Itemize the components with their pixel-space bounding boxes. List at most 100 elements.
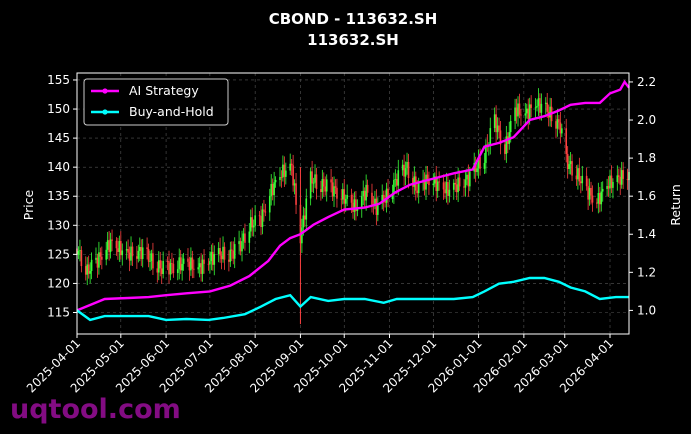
price-candle-body [172, 263, 175, 273]
price-candle-body [609, 175, 611, 189]
price-candle-body [283, 164, 286, 177]
price-candle-body [612, 181, 614, 188]
price-candle-body [365, 184, 367, 201]
price-candle-body [447, 182, 449, 196]
price-candle-body [200, 263, 202, 274]
price-candle-body [524, 113, 527, 116]
price-candle-body [315, 174, 318, 190]
price-candle-body [248, 231, 251, 243]
price-candle-body [426, 174, 429, 180]
price-candle-body [417, 181, 420, 194]
price-candle-body [193, 268, 195, 270]
price-candle-body [412, 178, 414, 187]
price-candle-body [394, 179, 397, 180]
price-candle-body [264, 211, 267, 213]
price-candle-body [504, 144, 506, 154]
price-candle-body [435, 176, 438, 191]
price-candles [76, 88, 630, 325]
price-candle-body [293, 183, 296, 186]
price-candle-body [458, 177, 461, 187]
legend-ai-marker [102, 88, 108, 94]
price-candle-body [90, 259, 93, 271]
price-candle-body [160, 268, 163, 274]
price-candle-body [108, 240, 110, 252]
price-candle-body [314, 174, 316, 183]
price-candle-body [261, 209, 264, 227]
price-candle-body [302, 215, 305, 228]
price-candle-body [555, 121, 557, 129]
price-candle-body [239, 241, 242, 252]
price-candle-body [87, 264, 90, 274]
price-candle-body [514, 107, 516, 121]
price-candle-body [251, 217, 254, 228]
price-candle-body [384, 200, 386, 203]
price-candle-body [518, 103, 521, 115]
price-candle-body [381, 194, 384, 204]
price-candle-body [377, 203, 379, 215]
price-candle-body [312, 182, 315, 184]
price-candle-body [330, 179, 332, 183]
price-candle-body [496, 125, 499, 133]
price-candle-body [556, 119, 559, 129]
plot-frame [76, 72, 630, 335]
price-candle-body [509, 120, 512, 133]
price-candle-body [606, 186, 608, 189]
price-candle-body [597, 193, 600, 204]
price-candle-body [341, 189, 344, 200]
price-candle-body [233, 244, 236, 259]
price-candle-body [147, 248, 150, 262]
price-candle-body [109, 239, 112, 252]
price-candle-body [96, 257, 99, 268]
price-candle-body [232, 250, 235, 259]
price-candle-body [157, 260, 160, 273]
price-candle-body [166, 260, 169, 262]
x-axis-ticks: 2025-04-012025-05-012025-06-012025-07-01… [24, 334, 616, 395]
price-candle-body [198, 263, 201, 268]
price-candle-body [438, 181, 440, 183]
price-candle-body [268, 195, 271, 213]
price-candle-body [162, 260, 164, 274]
price-candle-body [525, 108, 528, 114]
price-candle-body [131, 246, 134, 257]
price-candle-body [457, 177, 459, 193]
price-candle-body [416, 190, 419, 194]
price-candle-body [138, 247, 141, 251]
price-candle-body [222, 246, 224, 260]
price-candle-body [304, 215, 306, 220]
price-candle-body [285, 170, 287, 177]
legend-bh-marker [102, 109, 108, 115]
price-candle-body [213, 254, 216, 265]
price-candle-body [292, 165, 294, 186]
price-candle-body [120, 241, 122, 256]
price-candle-body [463, 186, 465, 188]
price-candle-body [289, 163, 292, 171]
price-candle-body [527, 108, 530, 120]
price-candle-body [325, 179, 328, 192]
price-candle-body [569, 161, 572, 165]
left-tick-label: 145 [47, 131, 70, 145]
price-candle-body [374, 198, 376, 205]
price-candle-body [393, 179, 395, 194]
price-candle-body [95, 257, 97, 260]
price-candle-body [249, 217, 252, 232]
right-tick-label: 2.2 [637, 75, 656, 89]
price-candle-body [452, 182, 455, 190]
buy-and-hold-line [76, 276, 629, 322]
price-candle-body [89, 270, 91, 274]
price-candle-body [448, 189, 451, 196]
price-candle-body [536, 105, 538, 108]
chart-title: CBOND - 113632.SH [269, 10, 438, 28]
price-candle-body [530, 104, 532, 108]
price-candle-body [305, 198, 308, 220]
price-candle-body [141, 247, 144, 260]
price-candle-body [125, 249, 128, 251]
price-candle-body [387, 188, 389, 199]
price-candle-body [436, 181, 439, 191]
price-candle-body [619, 176, 622, 185]
price-candle-body [404, 168, 407, 177]
price-candle-body [241, 241, 243, 252]
price-candle-body [498, 125, 500, 131]
price-candle-body [587, 186, 589, 200]
price-candle-body [111, 239, 113, 241]
price-candle-body [617, 175, 620, 177]
